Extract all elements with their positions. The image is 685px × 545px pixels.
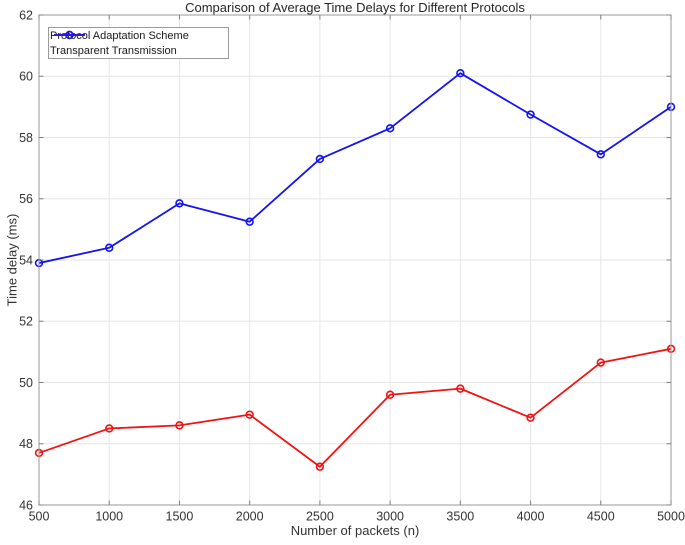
x-tick-label: 1500 — [166, 510, 194, 524]
y-tick-label: 50 — [19, 376, 33, 390]
y-tick-label: 58 — [19, 131, 33, 145]
legend: Protocol Adaptation Scheme Transparent Tr… — [48, 27, 229, 59]
marker-protocol-adaptation-scheme — [175, 421, 184, 430]
marker-transparent-transmission — [385, 124, 395, 133]
x-tick-label: 3500 — [446, 510, 474, 524]
y-tick-label: 48 — [19, 437, 33, 451]
marker-protocol-adaptation-scheme — [315, 462, 325, 471]
marker-protocol-adaptation-scheme — [526, 413, 535, 422]
marker-protocol-adaptation-scheme — [596, 358, 605, 367]
x-tick-label: 500 — [29, 510, 50, 524]
marker-transparent-transmission — [175, 199, 184, 208]
ticks — [38, 14, 672, 506]
x-tick-label: 2500 — [306, 510, 334, 524]
chart-title: Comparison of Average Time Delays for Di… — [185, 0, 525, 15]
legend-sample-transparent-transmission — [54, 30, 85, 40]
marker-protocol-adaptation-scheme — [105, 424, 114, 433]
marker-protocol-adaptation-scheme — [456, 384, 465, 393]
x-tick-label: 5000 — [657, 510, 685, 524]
series-line-protocol-adaptation-scheme — [38, 347, 672, 468]
x-axis-label: Number of packets (n) — [290, 523, 420, 538]
x-tick-label: 1000 — [95, 510, 123, 524]
legend-label: Transparent Transmission — [50, 44, 177, 57]
x-tick-label: 4000 — [517, 510, 545, 524]
y-tick-label: 52 — [19, 315, 33, 329]
marker-transparent-transmission — [315, 154, 325, 164]
marker-transparent-transmission — [105, 243, 114, 252]
y-tick-label: 46 — [19, 498, 33, 512]
y-tick-label: 56 — [19, 192, 33, 206]
legend-label: Protocol Adaptation Scheme — [50, 29, 189, 42]
x-tick-label: 3000 — [376, 510, 404, 524]
y-tick-label: 60 — [19, 70, 33, 84]
legend-item-transparent-transmission: Transparent Transmission — [49, 30, 228, 58]
tick-labels: 500 1000 1500 2000 2500 3000 3500 4000 4500 5000 4… — [19, 8, 685, 523]
y-tick-label: 62 — [19, 8, 33, 22]
marker-transparent-transmission — [596, 150, 605, 159]
marker-protocol-adaptation-scheme — [245, 410, 254, 419]
marker-transparent-transmission — [456, 68, 465, 78]
x-tick-label: 4500 — [587, 510, 615, 524]
marker-protocol-adaptation-scheme — [385, 390, 395, 399]
series-line-transparent-transmission — [38, 72, 672, 264]
y-tick-label: 54 — [19, 253, 33, 267]
legend-marker-icon — [65, 30, 74, 40]
series-transparent-transmission — [34, 68, 676, 268]
marker-transparent-transmission — [526, 110, 535, 119]
series-protocol-adaptation-scheme — [34, 344, 676, 471]
x-tick-label: 2000 — [236, 510, 264, 524]
marker-transparent-transmission — [245, 217, 254, 226]
y-axis-label: Time delay (ms) — [4, 213, 20, 307]
